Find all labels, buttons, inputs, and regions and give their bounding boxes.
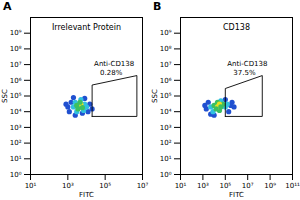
svg-text:10¹: 10¹ (175, 182, 187, 190)
svg-text:10⁵: 10⁵ (160, 92, 172, 100)
svg-text:10⁶: 10⁶ (160, 77, 172, 85)
svg-text:Anti-CD138: Anti-CD138 (227, 60, 267, 68)
svg-text:10⁰: 10⁰ (10, 171, 22, 179)
svg-text:10⁷: 10⁷ (137, 182, 149, 190)
svg-text:0.28%: 0.28% (100, 69, 123, 77)
svg-text:10⁵: 10⁵ (219, 182, 231, 190)
svg-text:10⁹: 10⁹ (160, 29, 172, 37)
svg-text:SSC: SSC (1, 89, 9, 103)
svg-text:10⁷: 10⁷ (160, 61, 172, 69)
svg-text:10⁹: 10⁹ (10, 29, 22, 37)
svg-text:SSC: SSC (151, 89, 159, 103)
svg-text:10⁵: 10⁵ (99, 182, 111, 190)
svg-text:Anti-CD138: Anti-CD138 (94, 60, 134, 68)
svg-text:FITC: FITC (79, 191, 94, 199)
html-text:B: B (153, 0, 162, 13)
svg-text:10⁸: 10⁸ (10, 45, 22, 53)
svg-text:FITC: FITC (229, 191, 244, 199)
svg-text:10⁹: 10⁹ (264, 182, 276, 190)
html-text:A: A (3, 0, 12, 13)
svg-text:10³: 10³ (197, 182, 209, 190)
svg-text:10¹¹: 10¹¹ (285, 182, 300, 190)
svg-text:10⁷: 10⁷ (242, 182, 254, 190)
svg-text:10³: 10³ (62, 182, 74, 190)
svg-text:10⁸: 10⁸ (160, 45, 172, 53)
svg-text:10¹: 10¹ (10, 155, 22, 163)
svg-text:10⁰: 10⁰ (160, 171, 172, 179)
svg-text:37.5%: 37.5% (233, 69, 256, 77)
svg-text:10⁴: 10⁴ (160, 108, 172, 116)
svg-text:10¹: 10¹ (160, 155, 172, 163)
svg-text:10⁷: 10⁷ (10, 61, 22, 69)
svg-text:CD138: CD138 (223, 23, 250, 32)
svg-text:10³: 10³ (10, 124, 22, 132)
svg-text:10³: 10³ (160, 124, 172, 132)
svg-text:10¹: 10¹ (25, 182, 37, 190)
svg-text:Irrelevant Protein: Irrelevant Protein (52, 23, 121, 32)
svg-text:10⁶: 10⁶ (10, 77, 22, 85)
svg-text:10⁵: 10⁵ (10, 92, 22, 100)
svg-text:10⁴: 10⁴ (10, 108, 22, 116)
svg-text:10²: 10² (10, 139, 22, 147)
svg-text:10²: 10² (160, 139, 172, 147)
